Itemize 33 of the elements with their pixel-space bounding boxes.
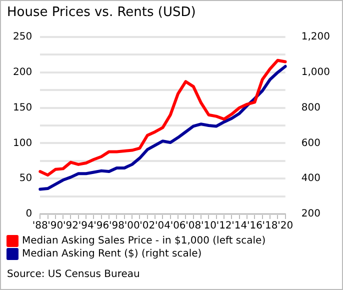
x-tick-label: '90	[48, 220, 64, 232]
y-tick-label: 150	[12, 102, 32, 114]
x-tick-label: '14	[232, 220, 248, 232]
x-tick-label: '98	[108, 220, 124, 232]
y-tick-label: 0	[26, 208, 32, 220]
x-tick-label: '06	[170, 220, 186, 232]
x-tick-label: '04	[154, 220, 170, 232]
y2-tick-label: 200	[301, 208, 320, 220]
y2-tick-label: 1,200	[301, 32, 330, 43]
x-tick-label: '02	[140, 220, 156, 232]
legend-label: Median Asking Sales Price - in $1,000 (left scale)	[22, 236, 266, 247]
y2-tick-label: 800	[301, 102, 320, 114]
x-tick-label: '20	[278, 220, 294, 232]
y-tick-label: 50	[19, 173, 32, 184]
chart-title: House Prices vs. Rents (USD)	[7, 5, 196, 20]
x-tick-label: '88	[32, 220, 48, 232]
x-tick-label: '08	[186, 220, 202, 232]
y2-tick-label: 400	[301, 173, 320, 184]
y2-tick-label: 600	[301, 138, 320, 149]
x-tick-label: '16	[246, 220, 262, 232]
x-tick-label: '18	[262, 220, 278, 232]
x-tick-label: '92	[63, 220, 78, 232]
source-note: Source: US Census Bureau	[7, 269, 140, 280]
y-tick-label: 100	[12, 138, 32, 149]
y2-tick-label: 1,000	[301, 66, 330, 78]
y-tick-label: 200	[12, 66, 32, 78]
x-tick-label: '12	[216, 220, 232, 232]
legend-label: Median Asking Rent ($) (right scale)	[22, 248, 202, 260]
x-tick-label: '96	[94, 220, 110, 232]
x-tick-label: '00	[124, 220, 140, 232]
x-tick-label: '10	[200, 220, 216, 232]
y-tick-label: 250	[12, 32, 32, 43]
x-tick-label: '94	[78, 220, 94, 232]
